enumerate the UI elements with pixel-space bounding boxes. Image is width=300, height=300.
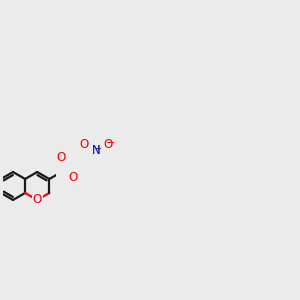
Text: N: N	[92, 144, 100, 157]
Text: O: O	[103, 138, 112, 151]
Text: O: O	[57, 151, 66, 164]
Text: −: −	[106, 138, 116, 148]
Text: +: +	[94, 144, 101, 153]
Text: O: O	[79, 138, 88, 151]
Text: O: O	[68, 172, 77, 184]
Text: O: O	[33, 194, 42, 206]
